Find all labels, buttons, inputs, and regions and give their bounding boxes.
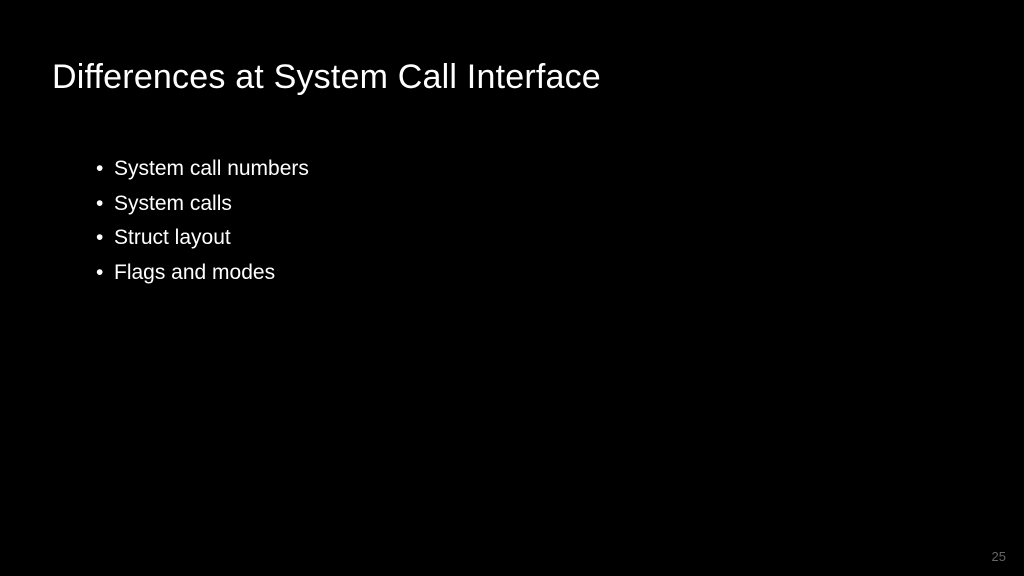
list-item: System call numbers bbox=[96, 152, 309, 187]
slide-title: Differences at System Call Interface bbox=[52, 58, 601, 97]
list-item: Struct layout bbox=[96, 221, 309, 256]
bullet-list: System call numbers System calls Struct … bbox=[96, 152, 309, 291]
page-number: 25 bbox=[992, 549, 1006, 564]
list-item: Flags and modes bbox=[96, 256, 309, 291]
list-item: System calls bbox=[96, 187, 309, 222]
